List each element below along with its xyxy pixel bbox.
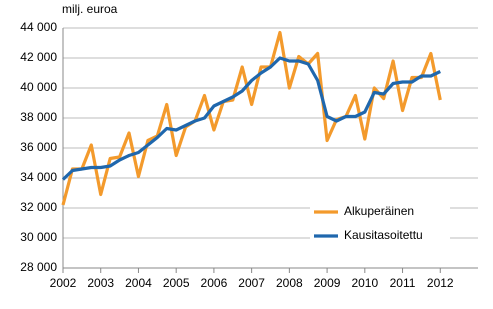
x-tick-label: 2007 <box>238 276 265 290</box>
y-tick-label: 38 000 <box>20 110 57 124</box>
y-tick-label: 36 000 <box>20 140 57 154</box>
y-tick-label: 44 000 <box>20 20 57 34</box>
x-tick-label: 2003 <box>87 276 114 290</box>
x-tick-label: 2011 <box>390 276 416 290</box>
x-tick-label: 2009 <box>314 276 341 290</box>
y-tick-label: 30 000 <box>20 230 57 244</box>
legend-label: Kausitasoitettu <box>344 228 423 242</box>
series-line <box>61 56 441 181</box>
y-tick-label: 42 000 <box>20 50 57 64</box>
y-axis-label: milj. euroa <box>62 2 118 16</box>
legend-box <box>310 198 450 250</box>
x-tick-label: 2006 <box>201 276 228 290</box>
x-tick-label: 2012 <box>427 276 454 290</box>
y-tick-label: 32 000 <box>20 200 57 214</box>
legend-label: Alkuperäinen <box>344 204 414 218</box>
x-tick-label: 2010 <box>351 276 378 290</box>
y-tick-label: 40 000 <box>20 80 57 94</box>
x-tick-label: 2004 <box>125 276 152 290</box>
x-tick-label: 2005 <box>163 276 190 290</box>
x-tick-label: 2008 <box>276 276 303 290</box>
x-tick-label: 2002 <box>50 276 77 290</box>
y-tick-label: 34 000 <box>20 170 57 184</box>
y-tick-label: 28 000 <box>20 260 57 274</box>
